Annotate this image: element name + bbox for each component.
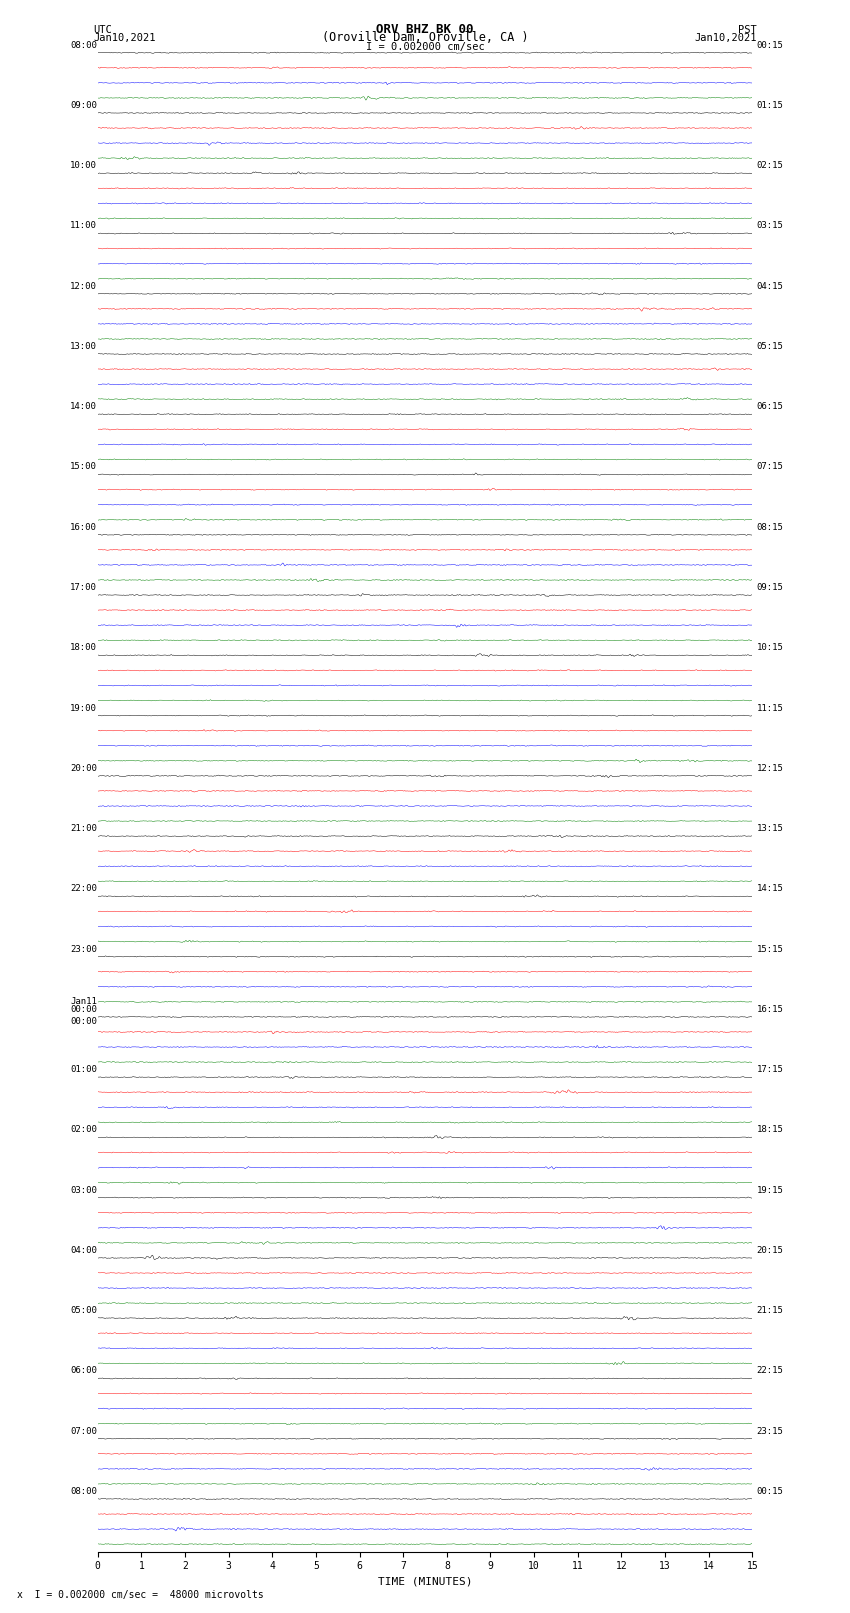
Text: 07:15: 07:15 xyxy=(756,463,784,471)
Text: 22:00: 22:00 xyxy=(70,884,97,894)
X-axis label: TIME (MINUTES): TIME (MINUTES) xyxy=(377,1578,473,1587)
Text: 11:15: 11:15 xyxy=(756,703,784,713)
Text: 14:15: 14:15 xyxy=(756,884,784,894)
Text: 01:00: 01:00 xyxy=(70,1065,97,1074)
Text: 11:00: 11:00 xyxy=(70,221,97,231)
Text: 16:00: 16:00 xyxy=(70,523,97,532)
Text: 16:15: 16:15 xyxy=(756,1005,784,1015)
Text: 01:15: 01:15 xyxy=(756,102,784,110)
Text: 20:15: 20:15 xyxy=(756,1245,784,1255)
Text: 15:00: 15:00 xyxy=(70,463,97,471)
Text: 09:00: 09:00 xyxy=(70,102,97,110)
Text: PST: PST xyxy=(738,24,756,35)
Text: 00:15: 00:15 xyxy=(756,1487,784,1495)
Text: 05:00: 05:00 xyxy=(70,1307,97,1315)
Text: Jan10,2021: Jan10,2021 xyxy=(94,32,156,44)
Text: 19:00: 19:00 xyxy=(70,703,97,713)
Text: 08:00: 08:00 xyxy=(70,1487,97,1495)
Text: 07:00: 07:00 xyxy=(70,1426,97,1436)
Text: 05:15: 05:15 xyxy=(756,342,784,352)
Text: 12:15: 12:15 xyxy=(756,765,784,773)
Text: 09:15: 09:15 xyxy=(756,582,784,592)
Text: 00:15: 00:15 xyxy=(756,40,784,50)
Text: (Oroville Dam, Oroville, CA ): (Oroville Dam, Oroville, CA ) xyxy=(321,31,529,44)
Text: 08:00: 08:00 xyxy=(70,40,97,50)
Text: 04:00: 04:00 xyxy=(70,1245,97,1255)
Text: 06:15: 06:15 xyxy=(756,402,784,411)
Text: 23:15: 23:15 xyxy=(756,1426,784,1436)
Text: 02:00: 02:00 xyxy=(70,1126,97,1134)
Text: 23:00: 23:00 xyxy=(70,945,97,953)
Text: 17:00: 17:00 xyxy=(70,582,97,592)
Text: 04:15: 04:15 xyxy=(756,282,784,290)
Text: 00:00: 00:00 xyxy=(70,1016,97,1026)
Text: 20:00: 20:00 xyxy=(70,765,97,773)
Text: Jan10,2021: Jan10,2021 xyxy=(694,32,756,44)
Text: 12:00: 12:00 xyxy=(70,282,97,290)
Text: 17:15: 17:15 xyxy=(756,1065,784,1074)
Text: 02:15: 02:15 xyxy=(756,161,784,171)
Text: I = 0.002000 cm/sec: I = 0.002000 cm/sec xyxy=(366,42,484,52)
Text: 14:00: 14:00 xyxy=(70,402,97,411)
Text: 10:15: 10:15 xyxy=(756,644,784,652)
Text: 00:00: 00:00 xyxy=(70,1005,97,1015)
Text: 03:15: 03:15 xyxy=(756,221,784,231)
Text: 06:00: 06:00 xyxy=(70,1366,97,1376)
Text: 03:00: 03:00 xyxy=(70,1186,97,1195)
Text: x  I = 0.002000 cm/sec =  48000 microvolts: x I = 0.002000 cm/sec = 48000 microvolts xyxy=(17,1590,264,1600)
Text: 13:15: 13:15 xyxy=(756,824,784,832)
Text: 10:00: 10:00 xyxy=(70,161,97,171)
Text: 18:00: 18:00 xyxy=(70,644,97,652)
Text: 18:15: 18:15 xyxy=(756,1126,784,1134)
Text: 08:15: 08:15 xyxy=(756,523,784,532)
Text: UTC: UTC xyxy=(94,24,112,35)
Text: Jan11: Jan11 xyxy=(70,997,97,1007)
Text: 22:15: 22:15 xyxy=(756,1366,784,1376)
Text: ORV BHZ BK 00: ORV BHZ BK 00 xyxy=(377,23,473,37)
Text: 15:15: 15:15 xyxy=(756,945,784,953)
Text: 19:15: 19:15 xyxy=(756,1186,784,1195)
Text: 21:15: 21:15 xyxy=(756,1307,784,1315)
Text: 13:00: 13:00 xyxy=(70,342,97,352)
Text: 21:00: 21:00 xyxy=(70,824,97,832)
